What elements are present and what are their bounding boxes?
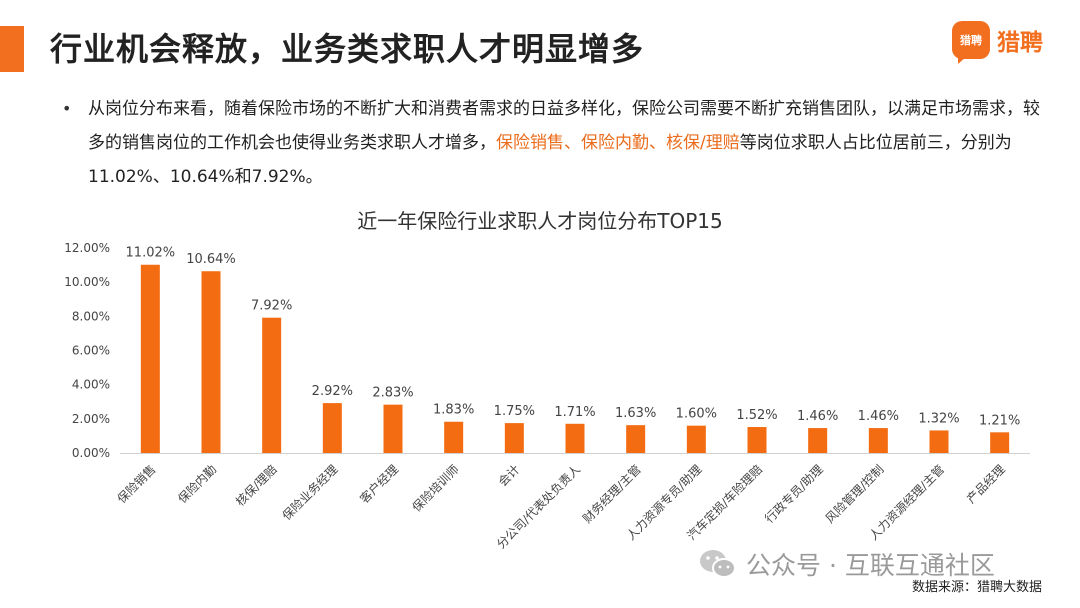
- liepin-logo: 猎聘 猎聘: [952, 18, 1043, 64]
- x-tick-label: 行政专员/助理: [761, 462, 825, 526]
- bar-value-label: 10.64%: [186, 252, 236, 267]
- bar: [262, 317, 282, 453]
- x-tick-label: 财务经理/主管: [579, 462, 643, 526]
- summary-text-before: 从岗位分布来看，随着保险市场的不断扩大和消费者需求的日益多样化，保险公司需要不断…: [88, 99, 1040, 153]
- summary-bullet: • 从岗位分布来看，随着保险市场的不断扩大和消费者需求的日益多样化，保险公司需要…: [62, 92, 1052, 194]
- bar: [383, 404, 403, 453]
- wechat-watermark: 公众号 · 互联互通社区: [698, 546, 995, 582]
- bullet-dot-icon: •: [62, 99, 72, 118]
- y-tick-label: 2.00%: [72, 412, 110, 426]
- bar-value-label: 11.02%: [126, 246, 176, 261]
- page-title: 行业机会释放，业务类求职人才明显增多: [50, 30, 645, 68]
- title-accent-bar: [0, 26, 24, 72]
- bar: [747, 427, 767, 453]
- bar-value-label: 1.71%: [554, 405, 595, 420]
- bar: [322, 403, 342, 453]
- liepin-logo-icon: 猎聘: [952, 21, 990, 64]
- bar: [686, 425, 706, 453]
- x-tick-label: 风险管理/控制: [822, 462, 886, 526]
- y-tick-label: 10.00%: [64, 275, 110, 289]
- y-tick-label: 4.00%: [72, 378, 110, 392]
- summary-paragraph: 从岗位分布来看，随着保险市场的不断扩大和消费者需求的日益多样化，保险公司需要不断…: [88, 92, 1052, 194]
- x-tick-label: 客户经理: [357, 462, 402, 507]
- bar: [808, 428, 828, 453]
- bar-value-label: 7.92%: [251, 299, 292, 314]
- summary-highlight: 保险销售、保险内勤、核保/理赔: [496, 133, 740, 153]
- summary-text-after: 等岗位求职人占比位居前三，分别为11.02%、10.64%和7.92%。: [88, 133, 1012, 187]
- x-tick-label: 核保/理赔: [232, 462, 279, 509]
- watermark-text: 公众号 · 互联互通社区: [746, 551, 995, 580]
- bar-value-label: 1.32%: [918, 411, 959, 426]
- bar-value-label: 1.60%: [676, 407, 717, 422]
- bar-value-label: 1.46%: [797, 409, 838, 424]
- x-tick-label: 会计: [496, 462, 523, 489]
- bar: [626, 425, 646, 453]
- wechat-icon: [700, 550, 736, 578]
- data-source-note: 数据来源：猎聘大数据: [911, 580, 1042, 595]
- bar-value-label: 1.21%: [979, 413, 1020, 428]
- bar-value-label: 1.52%: [736, 408, 777, 423]
- bar: [504, 423, 524, 453]
- bar-value-label: 1.75%: [494, 404, 535, 419]
- bar: [140, 264, 160, 453]
- bar: [929, 430, 949, 453]
- bar: [868, 428, 888, 453]
- y-tick-label: 0.00%: [72, 446, 110, 460]
- bar-value-label: 2.92%: [312, 384, 353, 399]
- y-tick-label: 6.00%: [72, 344, 110, 358]
- bar-value-label: 1.83%: [433, 403, 474, 418]
- bar: [990, 432, 1010, 453]
- bar-value-label: 1.46%: [858, 409, 899, 424]
- bar-value-label: 2.83%: [372, 386, 413, 401]
- y-tick-label: 8.00%: [72, 309, 110, 323]
- x-tick-label: 保险销售: [114, 462, 159, 507]
- liepin-logo-name: 猎聘: [997, 30, 1043, 56]
- x-tick-label: 保险内勤: [175, 462, 220, 507]
- x-tick-label: 产品经理: [964, 462, 1008, 506]
- chart-title: 近一年保险行业求职人才岗位分布TOP15: [357, 209, 722, 233]
- x-tick-label: 保险业务经理: [279, 462, 341, 524]
- bar: [565, 423, 585, 453]
- y-tick-label: 12.00%: [64, 241, 110, 255]
- x-tick-label: 保险培训师: [409, 462, 462, 515]
- bar: [444, 421, 464, 453]
- bar: [201, 271, 221, 453]
- bar-value-label: 1.63%: [615, 406, 656, 421]
